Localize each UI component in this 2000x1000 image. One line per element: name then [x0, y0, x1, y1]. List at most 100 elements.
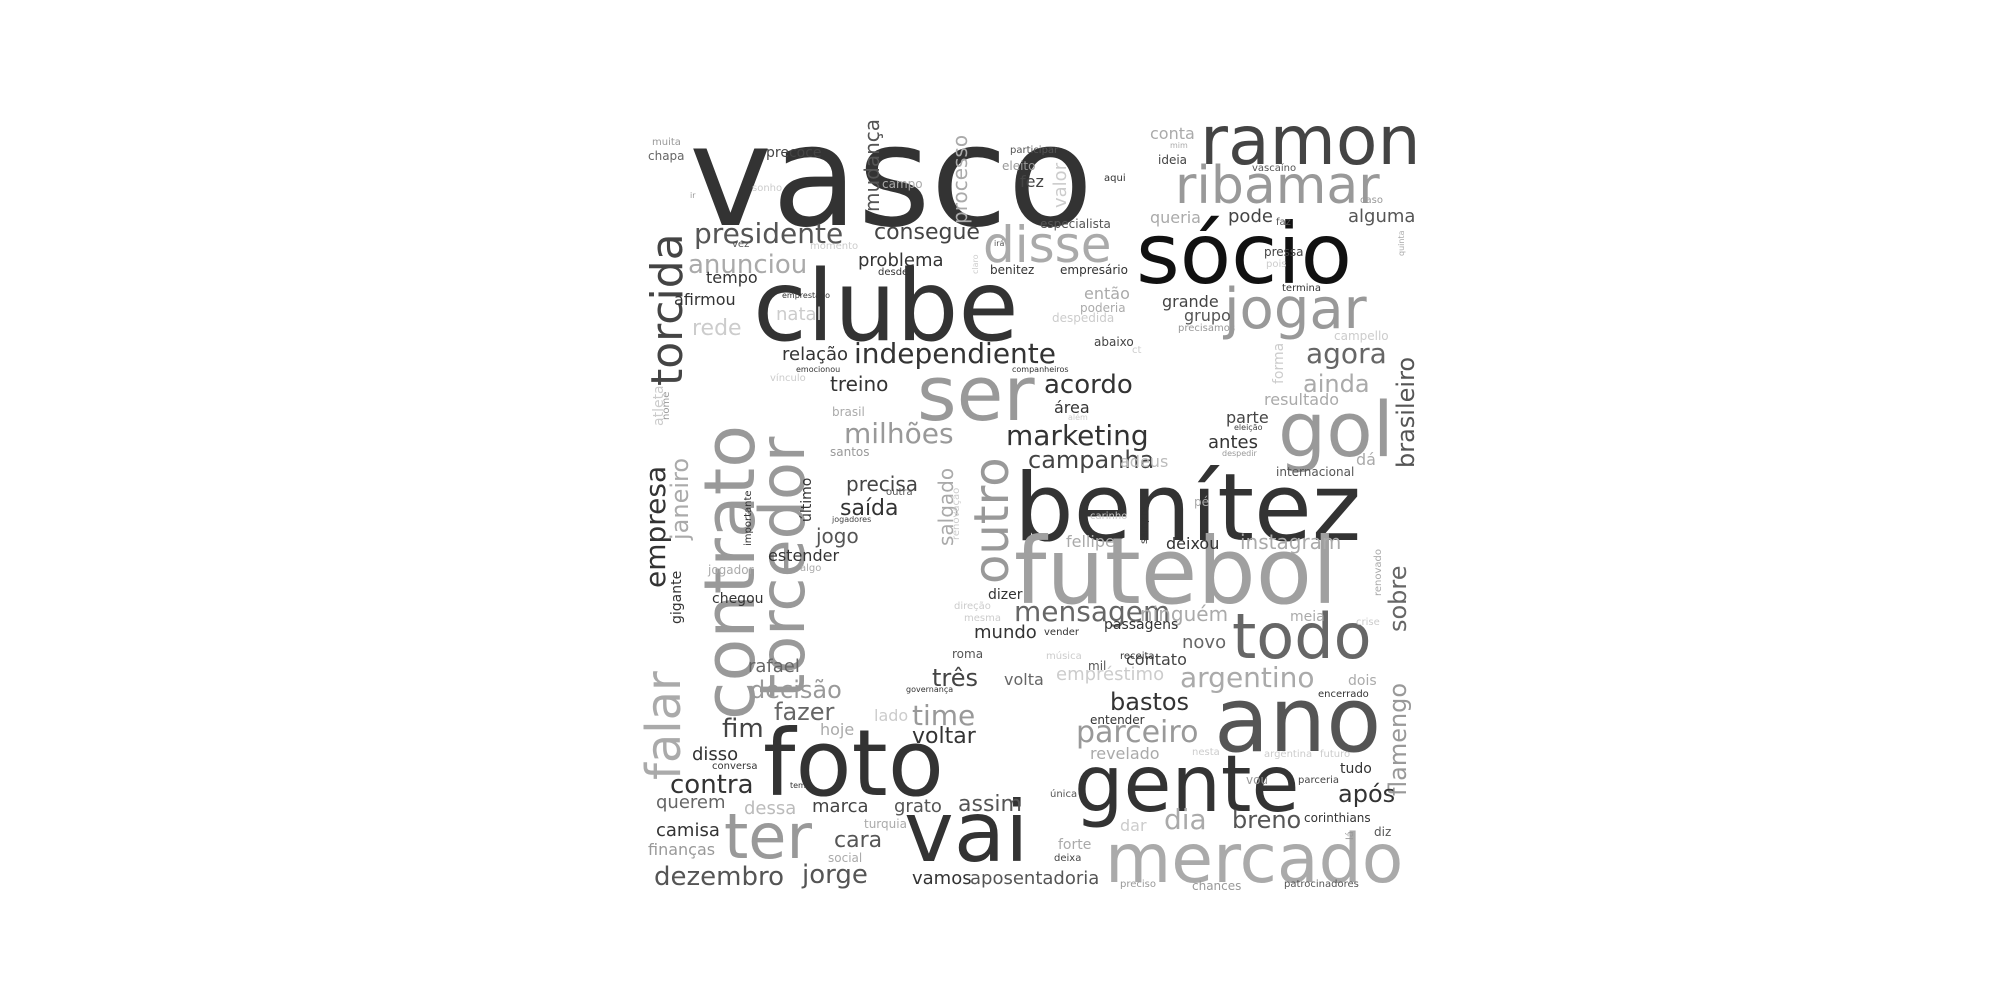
cloud-word-abaixo: abaixo: [1094, 335, 1134, 349]
cloud-word-antes: antes: [1208, 432, 1258, 453]
cloud-word-presidente: presidente: [694, 217, 844, 250]
cloud-word-rede: rede: [692, 316, 742, 341]
cloud-word-chapa: chapa: [648, 149, 685, 163]
cloud-word-pressa: pressa: [1264, 245, 1304, 259]
cloud-word-especialista: especialista: [1040, 217, 1111, 231]
cloud-word-natal: natal: [776, 304, 822, 325]
cloud-word-dia: dia: [1164, 803, 1207, 836]
cloud-word-meia: meia: [1290, 609, 1325, 625]
cloud-word-patrocinadores: patrocinadores: [1284, 879, 1359, 890]
cloud-word-grato: grato: [894, 796, 942, 817]
cloud-word-jogar: jogar: [1224, 277, 1367, 342]
cloud-word-ainda: ainda: [1303, 370, 1370, 398]
cloud-word-renovado: renovado: [1373, 548, 1384, 596]
cloud-word-decisao: decisão: [750, 676, 842, 704]
cloud-word-turquia: turquia: [864, 817, 907, 831]
cloud-word-dar: dar: [1120, 816, 1147, 835]
cloud-word-treino: treino: [830, 372, 889, 396]
cloud-word-dizer: dizer: [988, 587, 1023, 603]
cloud-word-financas: finanças: [648, 840, 716, 859]
cloud-word-independiente: independiente: [854, 337, 1057, 370]
cloud-word-anunciou: anunciou: [688, 250, 808, 280]
cloud-word-participar: participar: [1010, 145, 1059, 156]
cloud-word-assim: assim: [958, 792, 1022, 817]
cloud-word-pois: pois: [1266, 259, 1287, 270]
cloud-word-gol: gol: [1278, 385, 1394, 474]
cloud-word-clube: clube: [753, 250, 1019, 364]
cloud-word-eleicao: eleição: [1234, 423, 1263, 432]
cloud-word-precoce: precoce: [766, 145, 822, 161]
cloud-word-argentina: argentina: [1264, 749, 1313, 760]
cloud-word-resultado: resultado: [1264, 390, 1340, 409]
cloud-word-lado: lado: [874, 706, 909, 725]
cloud-word-ultimo: último: [799, 477, 815, 522]
cloud-word-campanha: campanha: [1028, 446, 1155, 474]
cloud-word-falar: falar: [636, 671, 692, 780]
cloud-word-fez: fez: [1020, 172, 1044, 191]
cloud-word-chances: chances: [1192, 879, 1242, 893]
cloud-word-sempre: sempre: [1139, 506, 1150, 545]
cloud-word-contato: contato: [1126, 650, 1187, 669]
cloud-word-vou: vou: [1246, 773, 1269, 787]
cloud-word-mensagem: mensagem: [1014, 595, 1171, 628]
cloud-word-la: lá: [1345, 831, 1356, 840]
cloud-word-direcao: direção: [954, 601, 991, 612]
cloud-word-breno: breno: [1232, 806, 1302, 834]
cloud-word-diz: diz: [1374, 825, 1392, 839]
cloud-word-area: área: [1054, 398, 1090, 417]
cloud-word-dezembro: dezembro: [654, 862, 784, 892]
cloud-word-importante: importante: [743, 490, 754, 546]
cloud-word-receita: receita: [1120, 651, 1155, 662]
cloud-word-preciso: preciso: [1120, 879, 1156, 890]
cloud-word-queria: queria: [1150, 208, 1201, 227]
cloud-word-revelado: revelado: [1090, 744, 1160, 763]
cloud-word-entao: então: [1084, 284, 1130, 303]
cloud-word-vez: vez: [732, 239, 750, 250]
cloud-word-unica: única: [1050, 789, 1078, 800]
cloud-word-jogadores: jogadores: [832, 515, 872, 524]
cloud-word-tema: tema: [790, 781, 811, 790]
cloud-word-crise: crise: [1356, 617, 1380, 628]
cloud-word-mil: mil: [1088, 659, 1107, 673]
cloud-word-jogador: jogador: [708, 563, 754, 577]
cloud-word-precisamos: precisamos: [1178, 323, 1236, 334]
cloud-word-deixa: deixa: [1054, 853, 1082, 864]
cloud-word-todo: todo: [1232, 600, 1372, 673]
cloud-word-termina: termina: [1282, 283, 1321, 294]
cloud-word-conversa: conversa: [712, 761, 758, 772]
cloud-word-algo: algo: [800, 563, 822, 574]
cloud-word-campello: campello: [1334, 329, 1389, 343]
cloud-word-pode: pode: [1228, 206, 1273, 227]
cloud-word-encerrado: encerrado: [1318, 689, 1369, 700]
cloud-word-sonho: sonho: [752, 183, 783, 194]
cloud-word-mundo: mundo: [974, 622, 1037, 643]
cloud-word-benitez: benítez: [1014, 454, 1362, 563]
cloud-word-conta: conta: [1150, 124, 1195, 143]
cloud-word-musica: música: [1046, 651, 1082, 662]
cloud-word-poderia: poderia: [1080, 301, 1126, 315]
cloud-word-parte: parte: [1226, 408, 1269, 427]
cloud-word-vamos: vamos: [912, 868, 972, 889]
cloud-word-companheiros: companheiros: [1012, 365, 1069, 374]
cloud-word-ramon: ramon: [1200, 102, 1421, 181]
cloud-word-ribamar: ribamar: [1175, 156, 1380, 216]
cloud-word-querem: querem: [656, 792, 726, 813]
cloud-word-jogo: jogo: [816, 524, 859, 548]
cloud-word-processo: processo: [948, 134, 972, 224]
cloud-word-ideia: ideia: [1158, 153, 1188, 167]
cloud-word-instagram: instagram: [1240, 530, 1342, 554]
cloud-word-ter: ter: [724, 800, 812, 873]
cloud-word-deixou: deixou: [1166, 534, 1220, 553]
cloud-word-chegou: chegou: [712, 591, 764, 607]
cloud-word-volta: volta: [1004, 670, 1044, 689]
cloud-word-entender: entender: [1090, 713, 1145, 727]
cloud-word-vasco: vasco: [689, 96, 1094, 259]
cloud-word-precisa: precisa: [846, 472, 919, 496]
cloud-word-outra: outra: [886, 487, 913, 498]
cloud-word-pe: pé: [1194, 495, 1209, 509]
cloud-word-outro: outro: [964, 457, 1020, 584]
cloud-word-campo: campo: [882, 177, 923, 191]
cloud-word-grupo: grupo: [1184, 306, 1231, 325]
cloud-word-agora: agora: [1306, 337, 1387, 370]
cloud-word-ira: irá: [994, 239, 1005, 248]
